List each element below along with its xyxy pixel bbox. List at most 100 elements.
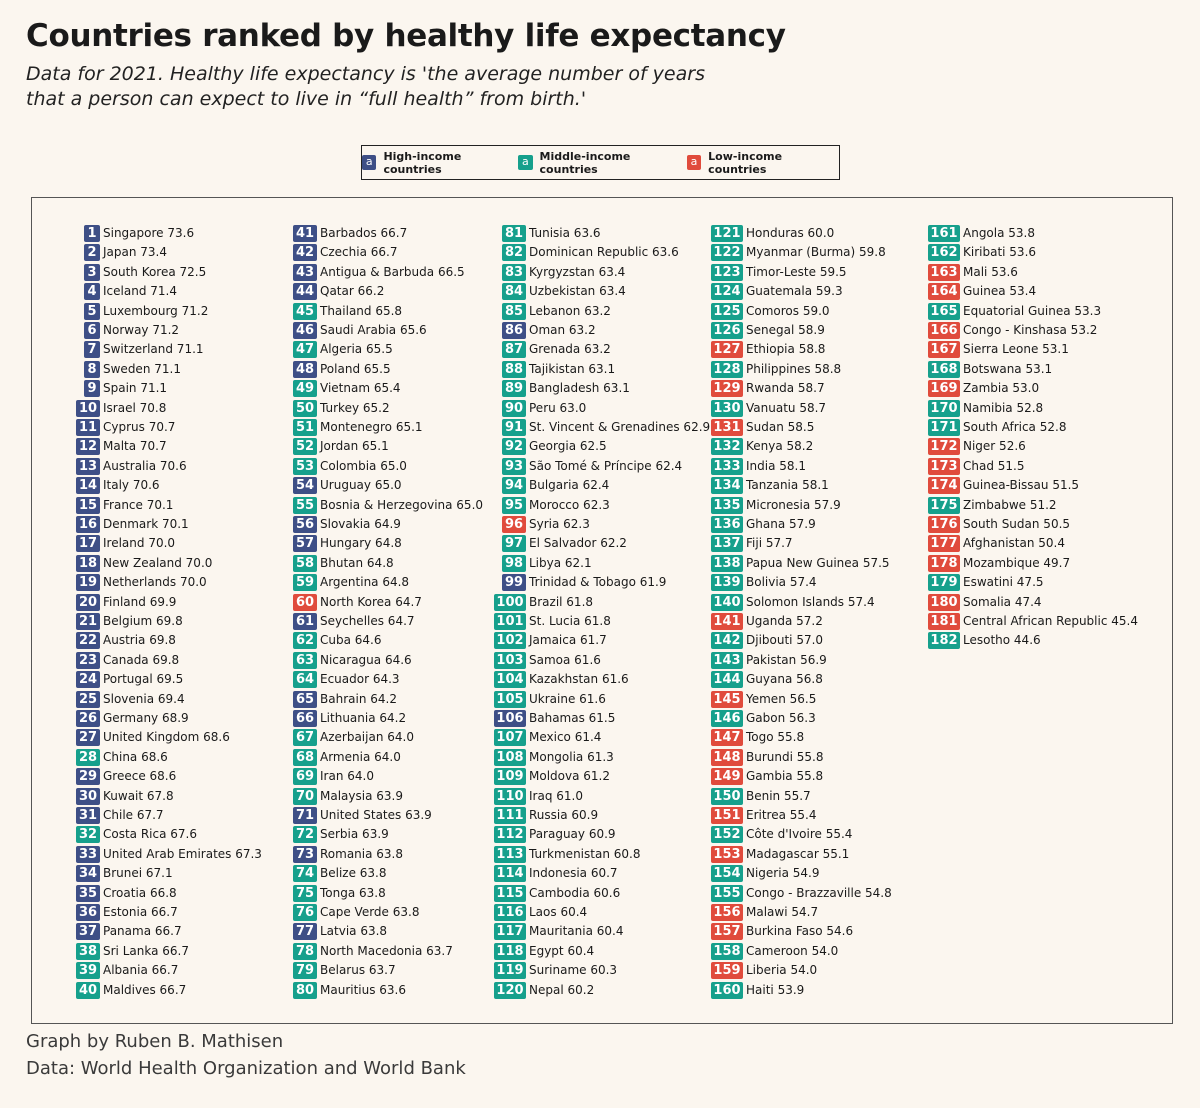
rank-badge: 136 — [711, 516, 743, 533]
country-label: Eswatini 47.5 — [963, 575, 1044, 590]
rank-badge: 170 — [928, 399, 960, 417]
rank-entry: 176 South Sudan 50.5 — [928, 516, 1149, 534]
country-label: Moldova 61.2 — [529, 769, 610, 784]
rank-badge: 154 — [711, 865, 743, 883]
rank-badge: 179 — [928, 574, 960, 592]
country-label: Greece 68.6 — [103, 769, 177, 784]
country-label: North Korea 64.7 — [320, 594, 422, 609]
rank-badge: 175 — [928, 496, 960, 514]
rank-entry: 107 Mexico 61.4 — [494, 729, 715, 747]
rank-badge: 103 — [494, 651, 526, 669]
country-label: Algeria 65.5 — [320, 342, 393, 357]
rank-badge: 1 — [84, 225, 100, 242]
country-label: Namibia 52.8 — [963, 400, 1044, 415]
rank-badge: 160 — [711, 981, 743, 999]
country-label: Rwanda 58.7 — [746, 381, 825, 396]
rank-badge: 74 — [293, 865, 317, 883]
country-label: Laos 60.4 — [529, 905, 588, 919]
country-label: Mexico 61.4 — [529, 730, 602, 745]
country-label: Seychelles 64.7 — [320, 614, 415, 628]
country-label: Kenya 58.2 — [746, 439, 814, 454]
rank-badge: 141 — [711, 613, 743, 630]
rank-badge: 77 — [293, 923, 317, 941]
rank-entry: 90 Peru 63.0 — [500, 399, 715, 418]
rank-badge: 89 — [502, 380, 526, 398]
rank-badge: 144 — [711, 671, 743, 689]
country-label: Pakistan 56.9 — [746, 652, 827, 667]
country-label: Bhutan 64.8 — [320, 555, 394, 570]
rank-badge: 99 — [502, 574, 526, 592]
rank-badge: 4 — [84, 283, 100, 301]
rank-badge: 147 — [711, 729, 743, 747]
rank-badge: 85 — [502, 302, 526, 320]
country-label: Syria 62.3 — [529, 517, 590, 531]
rank-badge: 14 — [76, 477, 100, 495]
country-label: El Salvador 62.2 — [529, 536, 627, 551]
footer-source: Data: World Health Organization and Worl… — [26, 1058, 466, 1079]
rank-badge: 113 — [494, 845, 526, 863]
rank-badge: 152 — [711, 826, 743, 844]
country-label: Gabon 56.3 — [746, 711, 816, 725]
country-label: Sierra Leone 53.1 — [963, 342, 1069, 357]
rank-entry: 36 Estonia 66.7 — [74, 904, 289, 922]
rank-badge: 69 — [293, 768, 317, 786]
country-label: Comoros 59.0 — [746, 303, 830, 318]
country-label: Bosnia & Herzegovina 65.0 — [320, 497, 484, 512]
rank-badge: 132 — [711, 438, 743, 456]
rank-badge: 97 — [502, 535, 526, 553]
rank-entry: 138 Papua New Guinea 57.5 — [711, 554, 932, 573]
rank-badge: 31 — [76, 807, 100, 824]
rank-entry: 179 Eswatini 47.5 — [928, 574, 1149, 592]
rank-entry: 147 Togo 55.8 — [711, 729, 932, 747]
country-label: Guatemala 59.3 — [746, 284, 843, 299]
rank-badge: 111 — [494, 807, 526, 824]
country-label: Bangladesh 63.1 — [529, 381, 630, 396]
rank-badge: 133 — [711, 457, 743, 475]
country-label: Qatar 66.2 — [320, 284, 385, 299]
rank-entry: 51 Montenegro 65.1 — [291, 419, 506, 437]
rank-entry: 95 Morocco 62.3 — [500, 496, 715, 515]
country-label: South Africa 52.8 — [963, 420, 1067, 434]
rank-badge: 79 — [293, 962, 317, 980]
rank-badge: 2 — [84, 244, 100, 262]
rank-entry: 159 Liberia 54.0 — [711, 962, 932, 980]
rank-entry: 117 Mauritania 60.4 — [494, 923, 715, 941]
country-label: Madagascar 55.1 — [746, 846, 850, 861]
rank-entry: 168 Botswana 53.1 — [928, 360, 1149, 379]
rank-badge: 5 — [84, 302, 100, 320]
rank-badge: 29 — [76, 768, 100, 786]
rank-entry: 177 Afghanistan 50.4 — [928, 535, 1149, 553]
country-label: Canada 69.8 — [103, 652, 180, 667]
country-label: New Zealand 70.0 — [103, 555, 213, 570]
rank-entry: 19 Netherlands 70.0 — [74, 574, 289, 592]
rank-badge: 67 — [293, 729, 317, 747]
rank-entry: 136 Ghana 57.9 — [711, 516, 932, 534]
rank-entry: 151 Eritrea 55.4 — [711, 807, 932, 825]
rank-entry: 20 Finland 69.9 — [74, 593, 289, 612]
country-label: Equatorial Guinea 53.3 — [963, 303, 1102, 318]
rank-entry: 149 Gambia 55.8 — [711, 768, 932, 786]
rank-entry: 124 Guatemala 59.3 — [711, 283, 932, 301]
country-label: Ghana 57.9 — [746, 517, 816, 531]
rank-entry: 116 Laos 60.4 — [494, 904, 715, 922]
country-label: Egypt 60.4 — [529, 943, 595, 958]
country-label: Myanmar (Burma) 59.8 — [746, 245, 886, 260]
country-label: Chile 67.7 — [103, 808, 164, 822]
rank-entry: 70 Malaysia 63.9 — [291, 787, 506, 806]
rank-entry: 169 Zambia 53.0 — [928, 380, 1149, 398]
rank-entry: 23 Canada 69.8 — [74, 651, 289, 670]
rank-entry: 119 Suriname 60.3 — [494, 962, 715, 980]
country-label: Botswana 53.1 — [963, 361, 1053, 376]
rank-badge: 41 — [293, 225, 317, 242]
country-label: Costa Rica 67.6 — [103, 827, 198, 842]
country-label: Ecuador 64.3 — [320, 672, 400, 687]
rank-entry: 108 Mongolia 61.3 — [494, 748, 715, 767]
rank-entry: 62 Cuba 64.6 — [291, 632, 506, 650]
rank-badge: 100 — [494, 593, 526, 611]
country-label: Albania 66.7 — [103, 963, 179, 978]
country-label: Zimbabwe 51.2 — [963, 497, 1057, 512]
rank-badge: 56 — [293, 516, 317, 533]
chart-title: Countries ranked by healthy life expecta… — [26, 18, 786, 54]
rank-entry: 132 Kenya 58.2 — [711, 438, 932, 456]
rank-entry: 123 Timor-Leste 59.5 — [711, 263, 932, 282]
